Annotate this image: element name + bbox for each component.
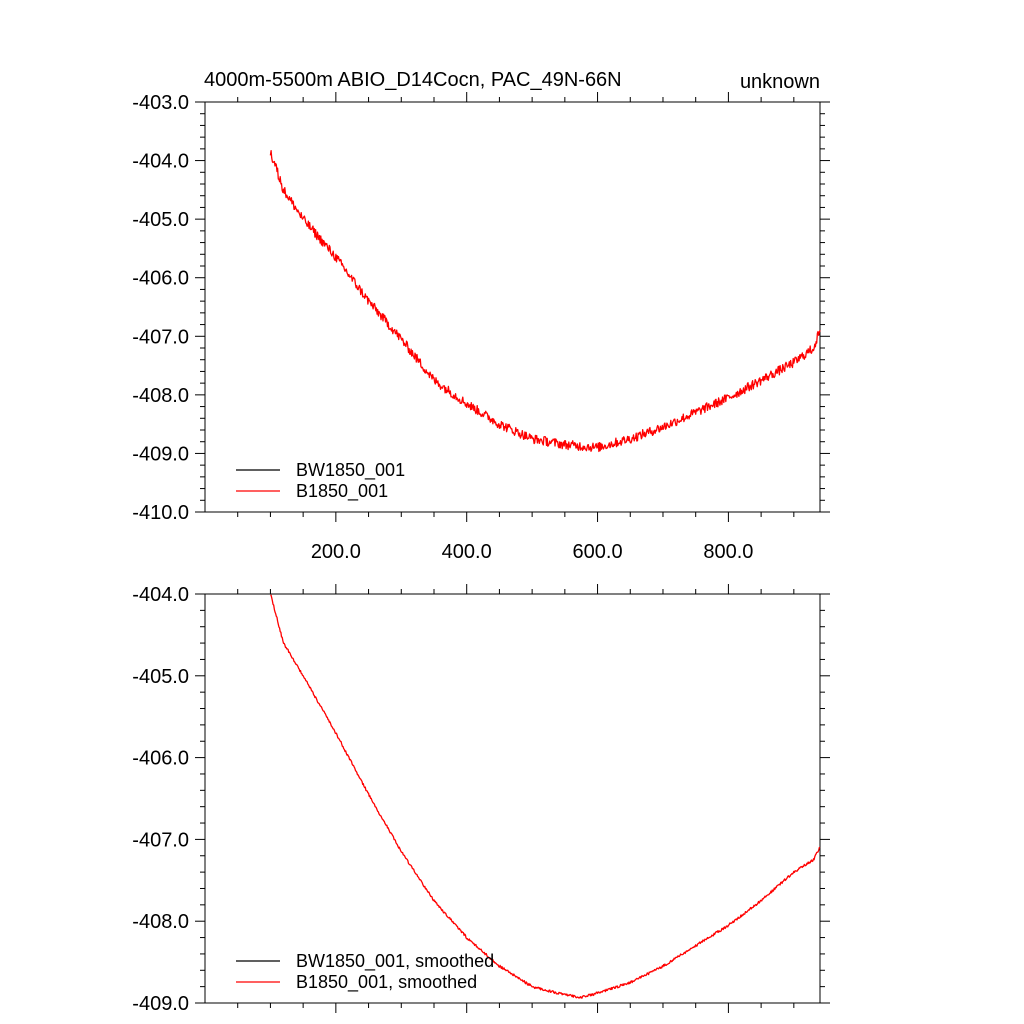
bottom-y-tick-label: -405.0 — [132, 666, 189, 688]
top-y-tick-label: -409.0 — [132, 443, 189, 465]
top-y-tick-label: -405.0 — [132, 209, 189, 231]
top-y-tick-label: -408.0 — [132, 385, 189, 407]
top-legend-label: B1850_001 — [296, 481, 388, 502]
bottom-y-tick-label: -407.0 — [132, 829, 189, 851]
top-y-tick-label: -407.0 — [132, 326, 189, 348]
top-y-tick-label: -406.0 — [132, 268, 189, 290]
top-panel: 4000m-5500m ABIO_D14Cocn, PAC_49N-66N un… — [132, 69, 830, 563]
top-legend-label: BW1850_001 — [296, 460, 405, 481]
top-series-line-1 — [269, 150, 821, 453]
bottom-y-tick-label: -409.0 — [132, 993, 189, 1015]
top-x-tick-label: 600.0 — [573, 541, 623, 563]
bottom-plot-frame — [204, 593, 821, 1004]
bottom-panel: -409.0 -408.0 -407.0 -406.0 -405.0 -404.0 BW18… — [132, 584, 830, 1015]
top-y-tick-label: -410.0 — [132, 502, 189, 524]
top-x-tick-label: 200.0 — [311, 541, 361, 563]
top-x-tick-label: 400.0 — [442, 541, 492, 563]
bottom-legend-label: B1850_001, smoothed — [296, 972, 477, 993]
top-panel-title-left: 4000m-5500m ABIO_D14Cocn, PAC_49N-66N — [204, 69, 622, 91]
top-panel-title-right: unknown — [740, 71, 820, 93]
top-plot-frame — [204, 101, 821, 513]
bottom-y-tick-label: -406.0 — [132, 748, 189, 770]
bottom-y-tick-label: -408.0 — [132, 911, 189, 933]
top-y-tick-label: -403.0 — [132, 92, 189, 114]
bottom-series-line-1 — [270, 594, 821, 999]
top-x-tick-label: 800.0 — [703, 541, 753, 563]
bottom-y-tick-label: -404.0 — [132, 584, 189, 606]
top-y-tick-label: -404.0 — [132, 151, 189, 173]
bottom-legend-label: BW1850_001, smoothed — [296, 951, 494, 972]
